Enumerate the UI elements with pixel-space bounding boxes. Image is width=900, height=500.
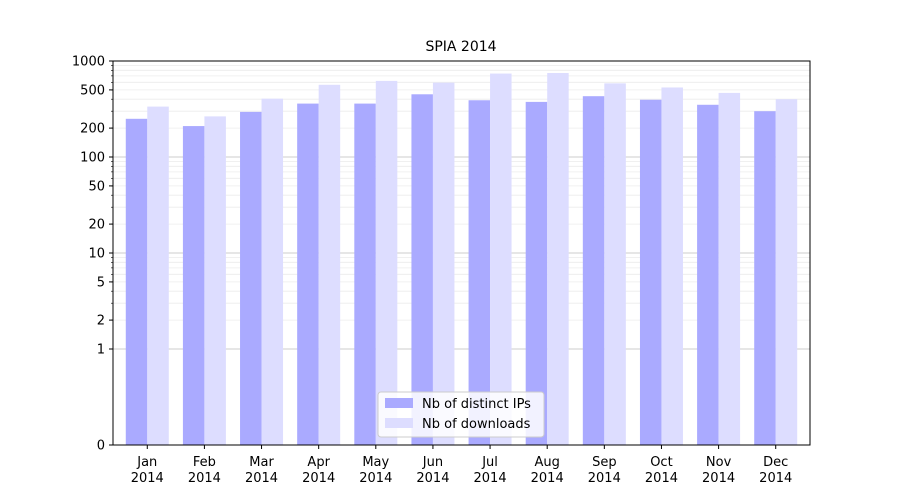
bar-distinct-ips <box>697 104 719 445</box>
plot-frame <box>112 60 811 446</box>
x-tick-label-month: Mar <box>249 455 274 470</box>
legend-label: Nb of distinct IPs <box>422 397 531 412</box>
legend-swatch <box>385 418 413 428</box>
bar-distinct-ips <box>754 111 776 446</box>
y-tick-label: 0 <box>97 439 105 454</box>
chart-title: SPIA 2014 <box>425 39 496 55</box>
bar-distinct-ips <box>297 103 319 445</box>
bar-downloads <box>204 116 226 445</box>
y-tick-label: 200 <box>80 122 105 137</box>
legend: Nb of distinct IPs Nb of downloads <box>377 391 545 438</box>
bar-downloads <box>375 80 398 446</box>
bar-downloads <box>432 82 455 446</box>
x-tick-label-year: 2014 <box>474 471 507 486</box>
bar-distinct-ips <box>411 94 433 445</box>
x-tick-label-year: 2014 <box>416 471 449 486</box>
y-tick-label: 1 <box>97 343 105 358</box>
y-tick-label: 10 <box>88 247 105 262</box>
x-tick-label-month: Nov <box>706 455 732 470</box>
y-tick-label: 100 <box>80 151 105 166</box>
x-tick-label-month: Jan <box>136 455 157 470</box>
x-tick-label-month: Feb <box>193 455 216 470</box>
legend-label: Nb of downloads <box>422 417 531 432</box>
bar-distinct-ips <box>639 99 662 445</box>
bar-downloads <box>147 106 169 445</box>
y-tick-label: 500 <box>80 83 105 98</box>
grid-lines <box>113 60 810 350</box>
x-tick-label-year: 2014 <box>702 471 735 486</box>
bar-distinct-ips <box>582 96 605 446</box>
x-tick-label-year: 2014 <box>588 471 621 486</box>
x-tick-label-year: 2014 <box>245 471 278 486</box>
bar-distinct-ips <box>125 118 148 445</box>
x-tick-label-year: 2014 <box>359 471 392 486</box>
x-tick-label-year: 2014 <box>759 471 792 486</box>
x-tick-label-month: Sep <box>592 455 617 470</box>
x-tick-label-month: May <box>362 455 389 470</box>
x-tick-label-year: 2014 <box>131 471 164 486</box>
x-tick-label-month: Dec <box>763 455 788 470</box>
y-tick-label: 5 <box>97 275 105 290</box>
bar-downloads <box>261 98 284 445</box>
y-tick-label: 50 <box>88 179 105 194</box>
bar-distinct-ips <box>525 101 548 445</box>
x-tick-label-month: Apr <box>307 455 330 470</box>
bar-downloads <box>775 99 798 445</box>
bar-distinct-ips <box>468 100 491 445</box>
y-tick-label: 2 <box>97 314 105 329</box>
bar-downloads <box>604 83 626 446</box>
legend-box <box>377 391 545 438</box>
x-tick-label-year: 2014 <box>531 471 564 486</box>
x-tick-label-year: 2014 <box>302 471 335 486</box>
x-tick-label-year: 2014 <box>645 471 678 486</box>
x-tick-label-month: Jul <box>481 455 498 470</box>
legend-swatch <box>385 398 413 408</box>
bar-downloads <box>318 84 341 446</box>
bar-distinct-ips <box>182 126 205 445</box>
y-axis: 0 1 2 5 10 20 50 100 200 500 1000 <box>72 55 113 454</box>
x-tick-label-month: Jun <box>422 455 443 470</box>
bar-downloads <box>547 72 569 446</box>
bar-distinct-ips <box>240 111 262 445</box>
y-tick-label: 1000 <box>72 55 105 70</box>
bar-downloads <box>718 92 741 446</box>
bar-distinct-ips <box>354 103 376 445</box>
x-tick-label-month: Aug <box>535 455 560 470</box>
x-tick-label-month: Oct <box>650 455 672 470</box>
bar-downloads <box>661 87 683 445</box>
bar-downloads <box>490 73 512 445</box>
x-tick-label-year: 2014 <box>188 471 221 486</box>
x-axis: Jan2014Feb2014Mar2014Apr2014May2014Jun20… <box>131 445 792 486</box>
y-tick-label: 20 <box>88 218 105 233</box>
bars <box>125 72 798 446</box>
